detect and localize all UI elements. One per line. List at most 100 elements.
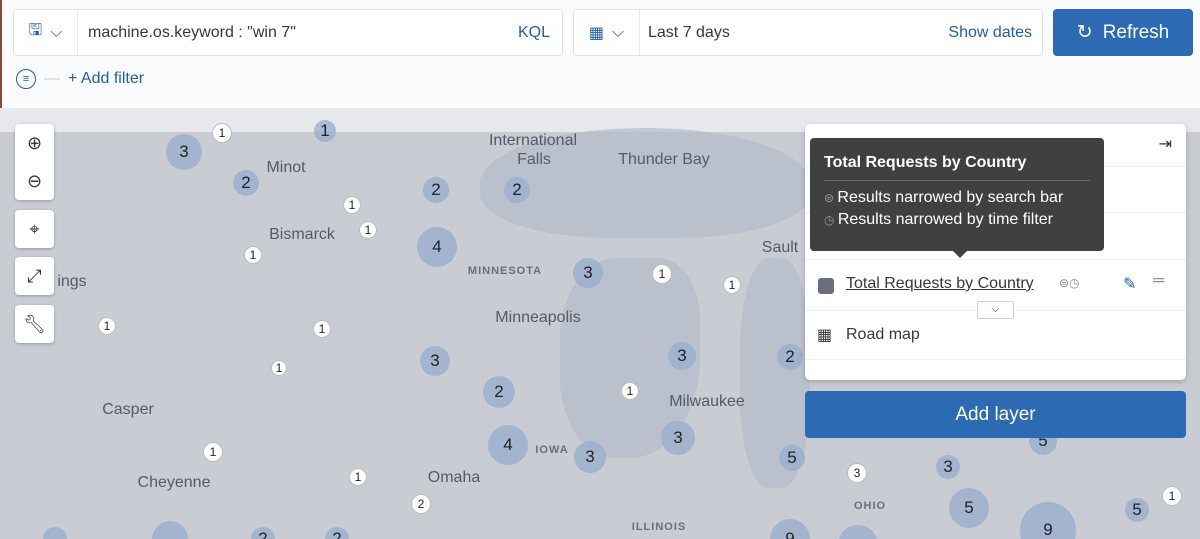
cluster-marker[interactable]: 4 — [417, 227, 457, 267]
cluster-marker[interactable]: 2 — [777, 344, 803, 370]
map-label: Cheyenne — [137, 474, 211, 491]
cluster-marker[interactable]: 3 — [661, 421, 695, 455]
cluster-marker[interactable]: 2 — [251, 527, 275, 539]
cluster-marker[interactable]: 1 — [652, 264, 672, 284]
cluster-marker[interactable]: 1 — [621, 382, 639, 400]
save-icon: 🖫 — [28, 22, 43, 39]
cluster-marker[interactable]: 1 — [314, 120, 336, 142]
map-label: International — [488, 132, 578, 149]
chevron-down-icon: ⌵ — [611, 23, 625, 41]
query-bar: 🖫 ⌵ machine.os.keyword : "win 7" KQL ▦ ⌵ L… — [0, 0, 1200, 108]
time-range[interactable]: Last 7 days — [648, 23, 730, 41]
cluster-marker[interactable] — [152, 521, 188, 539]
zoom-controls: ⊕ ⊖ — [15, 124, 54, 200]
layer-item[interactable]: ▦ Road map — [805, 311, 1186, 360]
expand-icon: ⤢ — [27, 265, 42, 286]
cluster-marker[interactable]: 2 — [325, 527, 349, 539]
map-label: Minneapolis — [495, 309, 581, 326]
refresh-button[interactable]: ↻ Refresh — [1053, 9, 1193, 56]
map-label: MINNESOTA — [467, 265, 543, 277]
cluster-marker[interactable]: 1 — [271, 360, 287, 376]
refresh-icon: ↻ — [1076, 22, 1093, 43]
map-label: ings — [57, 273, 87, 290]
cluster-marker[interactable]: 1 — [343, 196, 361, 214]
add-filter-button[interactable]: + Add filter — [68, 70, 145, 87]
expand-layer-button[interactable]: ⌵ — [977, 301, 1014, 319]
add-layer-button[interactable]: Add layer — [805, 391, 1186, 438]
crosshair-icon: ⌖ — [29, 218, 40, 239]
cluster-marker[interactable]: 3 — [166, 134, 202, 170]
collapse-panel-icon[interactable]: ⇥ — [1158, 136, 1172, 153]
cluster-marker[interactable]: 3 — [847, 463, 867, 483]
tooltip-line: Results narrowed by time filter — [837, 211, 1053, 228]
cluster-marker[interactable]: 1 — [349, 468, 367, 486]
map-label: OHIO — [853, 500, 887, 512]
cluster-marker[interactable]: 1 — [1162, 486, 1182, 506]
cluster-marker[interactable]: 5 — [779, 445, 805, 471]
zoom-in-button[interactable]: ⊕ — [26, 132, 43, 153]
cluster-marker[interactable]: 2 — [504, 177, 530, 203]
layer-name[interactable]: Total Requests by Country — [846, 275, 1034, 292]
map-label: IOWA — [535, 444, 569, 456]
wrench-icon: 🔧︎ — [23, 313, 46, 334]
time-picker: ▦ ⌵ Last 7 days Show dates — [573, 9, 1043, 56]
cluster-marker[interactable]: 2 — [423, 177, 449, 203]
kql-toggle[interactable]: KQL — [517, 23, 550, 41]
tools-button[interactable]: 🔧︎ — [15, 305, 54, 343]
map-label: Sault — [761, 239, 799, 256]
locate-button[interactable]: ⌖ — [15, 210, 54, 248]
cluster-marker[interactable]: 1 — [98, 317, 116, 335]
edit-layer-icon[interactable]: ✎ — [1123, 276, 1137, 293]
map-label: Minot — [266, 159, 306, 176]
layer-item[interactable]: Total Requests by Country ⊜◷ ✎ ═ ⌵ — [805, 260, 1186, 319]
clock-icon: ◷ — [824, 213, 838, 227]
divider: — — [44, 70, 60, 87]
cluster-marker[interactable]: 1 — [244, 246, 262, 264]
layer-name[interactable]: Road map — [846, 326, 920, 343]
cluster-marker[interactable]: 9 — [770, 519, 810, 539]
show-dates-link[interactable]: Show dates — [948, 23, 1032, 41]
cluster-marker[interactable]: 2 — [411, 494, 431, 514]
cluster-marker[interactable]: 3 — [573, 258, 603, 288]
cluster-marker[interactable]: 1 — [313, 320, 331, 338]
cluster-marker[interactable] — [43, 527, 67, 539]
cluster-marker[interactable]: 1 — [212, 123, 232, 143]
cluster-marker[interactable]: 5 — [1125, 498, 1149, 522]
tooltip-line: Results narrowed by search bar — [837, 189, 1064, 206]
filter-icon[interactable]: ≡ — [16, 69, 36, 89]
cluster-marker[interactable]: 2 — [483, 376, 515, 408]
chevron-down-icon: ⌵ — [50, 23, 63, 41]
grid-icon: ▦ — [817, 327, 833, 344]
filter-icon: ⊜ — [824, 191, 838, 205]
map-label: Casper — [102, 401, 154, 418]
layer-tooltip: Total Requests by Country ⊜ Results narr… — [810, 138, 1104, 258]
map-label: Bismarck — [269, 226, 335, 243]
cluster-marker[interactable]: 3 — [574, 441, 606, 473]
quick-select-button[interactable]: ▦ ⌵ — [574, 10, 640, 55]
drag-handle-icon[interactable]: ═ — [1153, 272, 1165, 289]
query-input[interactable]: machine.os.keyword : "win 7" — [88, 23, 296, 41]
map-label: Milwaukee — [669, 393, 745, 410]
cluster-marker[interactable]: 9 — [1020, 502, 1076, 539]
cluster-marker[interactable]: 1 — [723, 276, 741, 294]
map-label: ILLINOIS — [631, 521, 687, 533]
search-bar: 🖫 ⌵ machine.os.keyword : "win 7" KQL — [13, 9, 563, 56]
cluster-marker[interactable]: 1 — [359, 221, 377, 239]
map-label: Thunder Bay — [618, 151, 710, 168]
cluster-marker[interactable]: 5 — [949, 488, 989, 528]
cluster-marker[interactable] — [838, 525, 878, 539]
cluster-marker[interactable]: 2 — [233, 170, 259, 196]
cluster-marker[interactable]: 1 — [203, 442, 223, 462]
filter-time-icons: ⊜◷ — [1059, 276, 1080, 290]
refresh-label: Refresh — [1102, 21, 1170, 43]
saved-query-button[interactable]: 🖫 ⌵ — [14, 10, 78, 55]
map-label: Falls — [517, 151, 551, 168]
cluster-marker[interactable]: 4 — [488, 425, 528, 465]
cluster-marker[interactable]: 3 — [936, 455, 960, 479]
layer-color-swatch — [818, 278, 834, 294]
tooltip-title: Total Requests by Country — [824, 154, 1090, 181]
cluster-marker[interactable]: 3 — [668, 342, 696, 370]
zoom-out-button[interactable]: ⊖ — [26, 170, 43, 191]
fullscreen-button[interactable]: ⤢ — [15, 257, 54, 295]
cluster-marker[interactable]: 3 — [420, 346, 450, 376]
